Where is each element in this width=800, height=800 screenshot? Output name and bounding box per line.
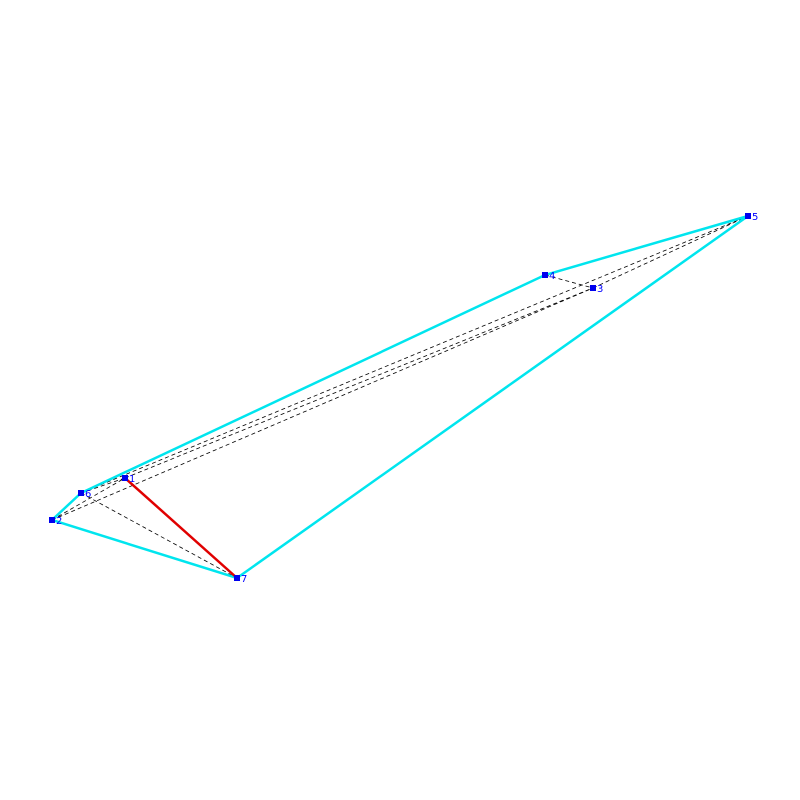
point-label: 4 bbox=[549, 271, 555, 282]
point bbox=[590, 285, 596, 291]
point-label: 3 bbox=[597, 284, 603, 295]
point bbox=[234, 575, 240, 581]
edge bbox=[80, 492, 238, 579]
edge bbox=[51, 287, 594, 521]
highlighted-edge bbox=[124, 477, 238, 579]
edge bbox=[51, 477, 126, 521]
point bbox=[49, 517, 55, 523]
point-label: 5 bbox=[752, 212, 758, 223]
points bbox=[49, 213, 751, 581]
convex-hull bbox=[49, 214, 749, 580]
point-label: 2 bbox=[56, 516, 62, 527]
point bbox=[745, 213, 751, 219]
point-label: 7 bbox=[241, 574, 247, 585]
point-label: 6 bbox=[85, 489, 91, 500]
edge bbox=[124, 287, 594, 479]
point-label: 1 bbox=[129, 474, 135, 485]
edge bbox=[544, 274, 594, 289]
edge bbox=[592, 215, 749, 289]
point bbox=[542, 272, 548, 278]
dashed-edges bbox=[51, 215, 749, 579]
point bbox=[78, 490, 84, 496]
point bbox=[122, 475, 128, 481]
edge bbox=[80, 215, 749, 494]
labels: 1 2 3 4 5 6 7 bbox=[56, 212, 758, 585]
